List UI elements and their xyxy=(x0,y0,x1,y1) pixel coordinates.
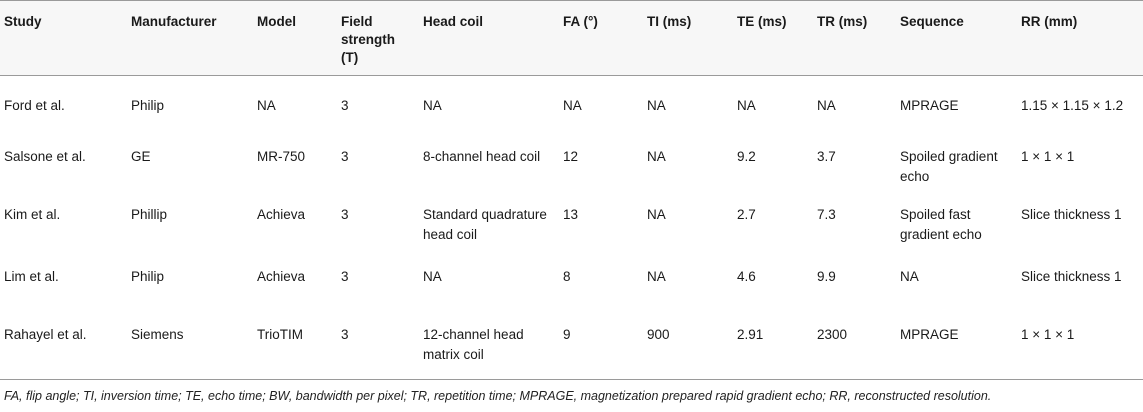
cell-model: Achieva xyxy=(257,206,306,222)
cell-model: NA xyxy=(257,98,276,113)
cell-study: Kim et al. xyxy=(4,206,61,222)
cell-ti: NA xyxy=(647,148,666,164)
cell-manufacturer: GE xyxy=(131,148,151,164)
cell-fa: NA xyxy=(563,98,582,113)
cell-tr: 3.7 xyxy=(817,148,836,164)
cell-field-strength: 3 xyxy=(341,206,349,222)
cell-field-strength: 3 xyxy=(341,98,349,113)
cell-study: Ford et al. xyxy=(4,98,65,113)
cell-manufacturer: Siemens xyxy=(127,317,253,380)
cell-model: Achieva xyxy=(257,268,306,284)
cell-rr: Slice thickness 1 xyxy=(1021,268,1122,284)
header-rr: RR (mm) xyxy=(1017,0,1143,76)
cell-sequence: MPRAGE xyxy=(900,98,959,113)
cell-head-coil: NA xyxy=(423,268,442,284)
cell-sequence: Spoiled fast gradient echo xyxy=(900,206,982,242)
cell-rr: 1.15 × 1.15 × 1.2 xyxy=(1021,98,1124,113)
cell-field-strength: 3 xyxy=(337,317,419,380)
cell-model: TrioTIM xyxy=(253,317,337,380)
header-sequence: Sequence xyxy=(896,0,1017,76)
cell-fa: 8 xyxy=(563,268,571,284)
cell-te: 4.6 xyxy=(737,268,756,284)
cell-rr: 1 × 1 × 1 xyxy=(1021,148,1075,164)
cell-head-coil: 8-channel head coil xyxy=(423,148,541,164)
cell-tr: 7.3 xyxy=(817,206,836,222)
header-head-coil: Head coil xyxy=(419,0,559,76)
cell-sequence: NA xyxy=(900,268,919,284)
cell-head-coil: NA xyxy=(423,98,442,113)
cell-study: Lim et al. xyxy=(4,268,59,284)
cell-ti: 900 xyxy=(643,317,733,380)
table-row: Salsone et al. GE MR-750 3 8-channel hea… xyxy=(0,140,1143,198)
cell-fa: 9 xyxy=(559,317,643,380)
table-row: Rahayel et al. Siemens TrioTIM 3 12-chan… xyxy=(0,317,1143,380)
header-fa: FA (°) xyxy=(559,0,643,76)
cell-tr: NA xyxy=(817,98,836,113)
cell-ti: NA xyxy=(647,206,666,222)
cell-te: NA xyxy=(737,98,756,113)
cell-study: Rahayel et al. xyxy=(0,317,127,380)
header-model: Model xyxy=(253,0,337,76)
table-row: Kim et al. Phillip Achieva 3 Standard qu… xyxy=(0,198,1143,260)
header-ti: TI (ms) xyxy=(643,0,733,76)
cell-manufacturer: Philip xyxy=(131,98,165,113)
cell-manufacturer: Phillip xyxy=(131,206,168,222)
header-study: Study xyxy=(0,0,127,76)
cell-rr: 1 × 1 × 1 xyxy=(1017,317,1143,380)
cell-sequence: MPRAGE xyxy=(896,317,1017,380)
cell-ti: NA xyxy=(647,268,666,284)
header-manufacturer: Manufacturer xyxy=(127,0,253,76)
cell-sequence: Spoiled gradient echo xyxy=(900,148,998,184)
study-parameters-table-wrapper: Study Manufacturer Model Field strength … xyxy=(0,0,1143,380)
cell-rr: Slice thickness 1 xyxy=(1021,206,1122,222)
cell-tr: 9.9 xyxy=(817,268,836,284)
header-te: TE (ms) xyxy=(733,0,813,76)
table-row: Ford et al. Philip NA 3 NA NA NA NA NA M… xyxy=(0,76,1143,140)
cell-manufacturer: Philip xyxy=(131,268,165,284)
cell-fa: 12 xyxy=(563,148,579,164)
cell-te: 9.2 xyxy=(737,148,756,164)
header-row: Study Manufacturer Model Field strength … xyxy=(0,0,1143,76)
cell-te: 2.91 xyxy=(733,317,813,380)
cell-te: 2.7 xyxy=(737,206,756,222)
cell-field-strength: 3 xyxy=(341,148,349,164)
cell-study: Salsone et al. xyxy=(4,148,86,164)
cell-head-coil: 12-channel head matrix coil xyxy=(419,317,559,380)
cell-head-coil: Standard quadrature head coil xyxy=(423,206,547,242)
cell-ti: NA xyxy=(647,98,666,113)
header-tr: TR (ms) xyxy=(813,0,896,76)
cell-fa: 13 xyxy=(563,206,579,222)
header-field-strength: Field strength (T) xyxy=(337,0,419,76)
study-parameters-table: Study Manufacturer Model Field strength … xyxy=(0,0,1143,380)
cell-model: MR-750 xyxy=(257,148,306,164)
table-footnote: FA, flip angle; TI, inversion time; TE, … xyxy=(4,389,992,403)
cell-tr: 2300 xyxy=(813,317,896,380)
cell-field-strength: 3 xyxy=(341,268,349,284)
table-row: Lim et al. Philip Achieva 3 NA 8 NA 4.6 … xyxy=(0,260,1143,318)
